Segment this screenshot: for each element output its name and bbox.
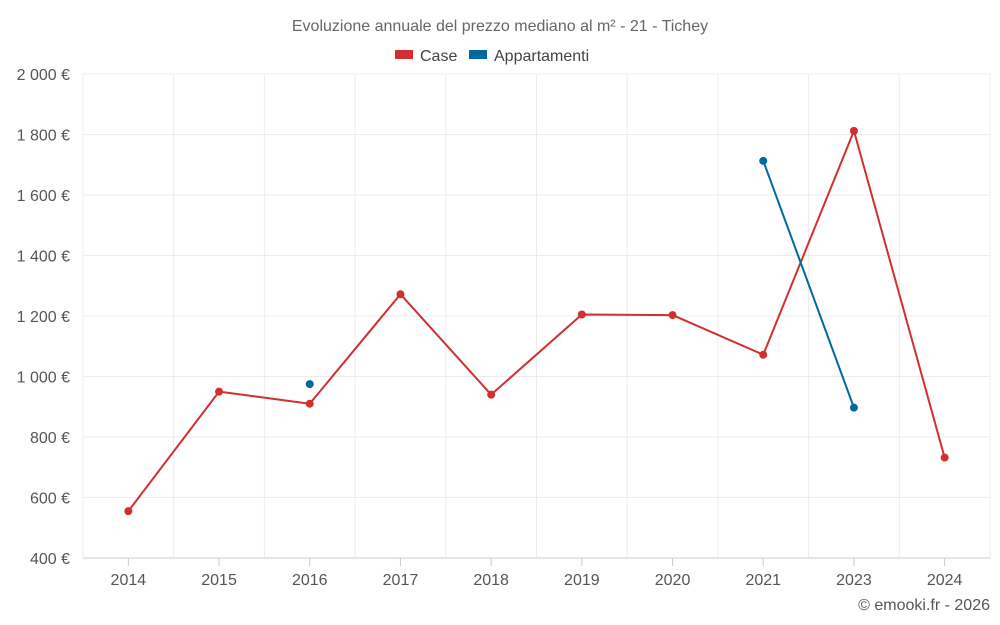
- axes: 400 € 600 € 800 € 1 000 € 1 200 € 1 400 € 1 60…: [17, 67, 990, 589]
- y-tick-label: 2 000 €: [17, 67, 70, 84]
- series-line-case: [127, 129, 946, 512]
- data-point-case[interactable]: [577, 310, 586, 319]
- data-point-case[interactable]: [396, 290, 405, 299]
- x-tick-label: 2019: [564, 572, 600, 589]
- legend-swatch-appartamenti: [469, 50, 487, 59]
- x-tick-label: 2018: [473, 572, 509, 589]
- data-point-appartamenti[interactable]: [759, 156, 768, 165]
- data-point-case[interactable]: [124, 507, 133, 516]
- y-tick-label: 1 200 €: [17, 309, 70, 326]
- y-tick-label: 400 €: [30, 551, 70, 568]
- data-point-case[interactable]: [849, 126, 858, 135]
- data-point-case[interactable]: [215, 387, 224, 396]
- series-appartamenti: [305, 156, 858, 412]
- series-line-appartamenti: [762, 160, 855, 409]
- y-tick-label: 1 400 €: [17, 249, 70, 266]
- x-tick-label: 2017: [383, 572, 419, 589]
- y-tick-label: 1 600 €: [17, 188, 70, 205]
- y-tick-label: 600 €: [30, 491, 70, 508]
- y-tick-label: 800 €: [30, 430, 70, 447]
- data-point-case[interactable]: [487, 390, 496, 399]
- data-point-case[interactable]: [668, 311, 677, 320]
- chart-title: Evoluzione annuale del prezzo mediano al…: [292, 18, 708, 35]
- data-point-case[interactable]: [940, 453, 949, 462]
- x-tick-label: 2020: [655, 572, 691, 589]
- x-tick-label: 2023: [836, 572, 872, 589]
- y-tick-label: 1 800 €: [17, 128, 70, 145]
- x-tick-label: 2021: [745, 572, 781, 589]
- y-tick-label: 1 000 €: [17, 370, 70, 387]
- grid: [82, 73, 991, 558]
- legend-label-appartamenti[interactable]: Appartamenti: [494, 48, 589, 65]
- data-point-case[interactable]: [305, 399, 314, 408]
- legend: Case Appartamenti: [395, 48, 589, 65]
- data-point-case[interactable]: [759, 350, 768, 359]
- data-point-appartamenti[interactable]: [849, 403, 858, 412]
- series-layer: [124, 126, 949, 516]
- legend-swatch-case: [395, 50, 413, 59]
- x-tick-label: 2015: [201, 572, 237, 589]
- x-tick-label: 2024: [927, 572, 963, 589]
- credit-text: © emooki.fr - 2026: [858, 597, 990, 614]
- series-case: [124, 126, 949, 516]
- x-tick-label: 2014: [111, 572, 147, 589]
- data-point-appartamenti[interactable]: [305, 380, 314, 389]
- x-tick-label: 2016: [292, 572, 328, 589]
- legend-label-case[interactable]: Case: [420, 48, 457, 65]
